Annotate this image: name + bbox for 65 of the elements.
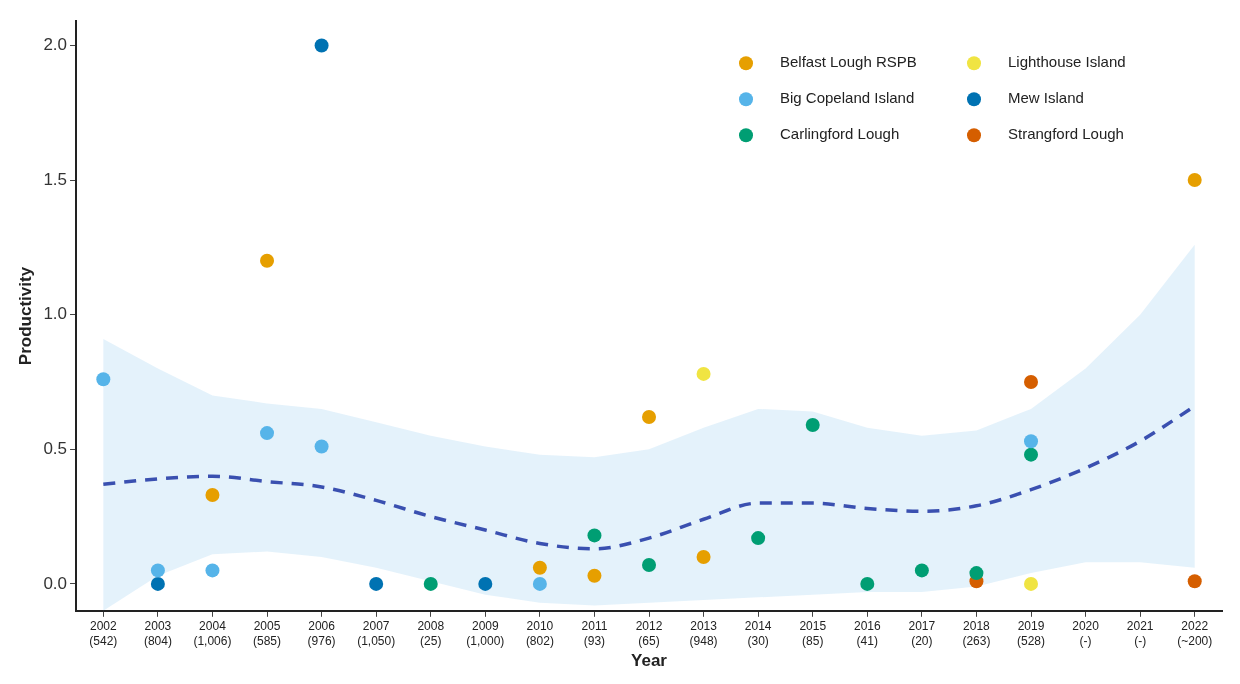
x-tick-label: 2018 (263) xyxy=(962,619,991,648)
x-tick-label: 2010 (802) xyxy=(525,619,554,648)
point xyxy=(805,418,820,433)
x-tick-label: 2009 (1,000) xyxy=(466,619,505,648)
legend-label: Big Copeland Island xyxy=(780,89,915,107)
point xyxy=(914,563,929,578)
point xyxy=(642,409,657,424)
x-tick-label: 2003 (804) xyxy=(143,619,172,648)
point xyxy=(205,563,220,578)
point xyxy=(314,439,329,454)
x-tick-label: 2020 (-) xyxy=(1072,619,1100,648)
y-tick-label: 2.0 xyxy=(43,35,68,55)
point xyxy=(423,576,438,591)
y-axis-title: Productivity xyxy=(15,266,35,366)
point xyxy=(150,576,165,591)
x-tick-label: 2005 (585) xyxy=(253,619,282,648)
point xyxy=(1187,173,1202,188)
point xyxy=(969,566,984,581)
y-tick-label: 0.0 xyxy=(43,573,68,593)
x-tick-label: 2004 (1,006) xyxy=(193,619,232,648)
point xyxy=(696,366,711,381)
point xyxy=(260,253,275,268)
x-tick-label: 2017 (20) xyxy=(908,619,936,648)
point xyxy=(860,576,875,591)
x-axis-title: Year xyxy=(631,651,668,671)
point xyxy=(1024,434,1039,449)
point xyxy=(96,372,111,387)
x-tick-label: 2013 (948) xyxy=(689,619,718,648)
x-tick-label: 2014 (30) xyxy=(744,619,772,648)
y-tick-label: 1.0 xyxy=(43,304,68,324)
x-tick-label: 2022 (~200) xyxy=(1177,619,1213,648)
x-tick-label: 2015 (85) xyxy=(799,619,827,648)
point xyxy=(369,576,384,591)
point xyxy=(478,576,493,591)
x-tick-label: 2002 (542) xyxy=(89,619,118,648)
x-tick-label: 2019 (528) xyxy=(1017,619,1046,648)
legend-label: Belfast Lough RSPB xyxy=(780,53,917,71)
point xyxy=(260,426,275,441)
point xyxy=(1024,447,1039,462)
point xyxy=(751,531,766,546)
x-tick-label: 2006 (976) xyxy=(307,619,336,648)
x-tick-label: 2011 (93) xyxy=(581,619,608,648)
point xyxy=(1187,574,1202,589)
x-tick-label: 2021 (-) xyxy=(1126,619,1154,648)
point xyxy=(532,576,547,591)
point xyxy=(587,528,602,543)
point xyxy=(532,560,547,575)
x-tick-label: 2007 (1,050) xyxy=(357,619,396,648)
point xyxy=(314,38,329,53)
point xyxy=(1024,576,1039,591)
point xyxy=(1024,374,1039,389)
point xyxy=(150,563,165,578)
legend-label: Lighthouse Island xyxy=(1008,53,1126,71)
point xyxy=(205,488,220,503)
legend-label: Carlingford Lough xyxy=(780,125,900,143)
point xyxy=(642,558,657,573)
point xyxy=(696,549,711,564)
x-tick-label: 2008 (25) xyxy=(417,619,445,648)
x-tick-label: 2012 (65) xyxy=(635,619,663,648)
x-tick-label: 2016 (41) xyxy=(853,619,881,648)
point xyxy=(587,568,602,583)
y-tick-label: 0.5 xyxy=(43,438,68,458)
legend-label: Strangford Lough xyxy=(1008,125,1124,143)
legend-label: Mew Island xyxy=(1008,89,1084,107)
y-tick-label: 1.5 xyxy=(43,169,68,189)
